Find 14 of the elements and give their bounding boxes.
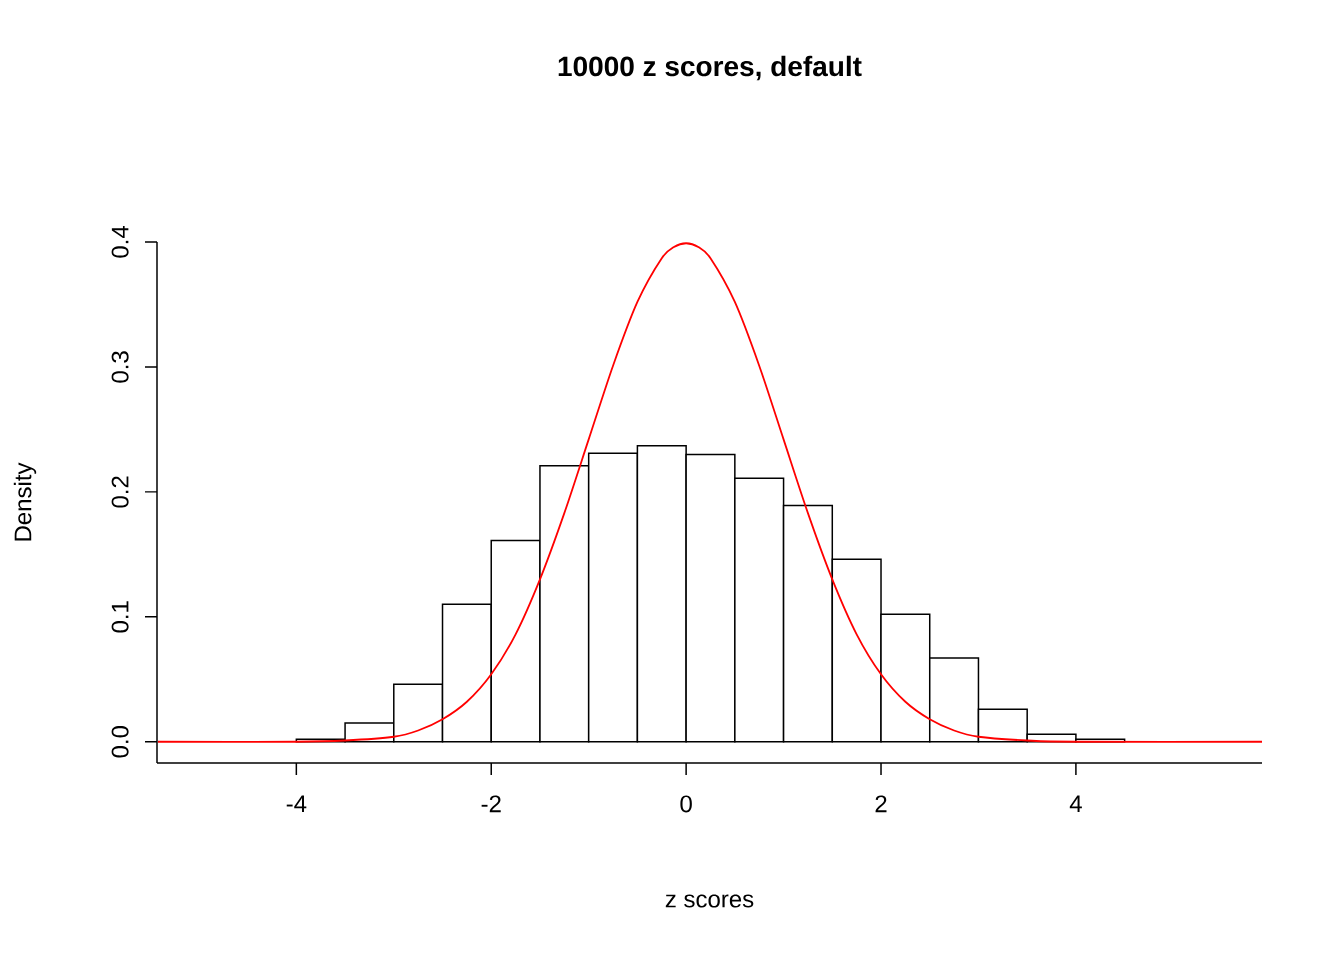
y-tick-label: 0.0 [111,726,129,758]
y-tick-label: 0.1 [111,601,129,633]
x-tick-label: 0 [680,795,692,813]
x-tick-label: 2 [875,795,887,813]
line-series [157,242,1263,743]
y-tick-label: 0.2 [111,476,129,508]
x-tick-label: -2 [481,795,501,813]
chart-title: 10000 z scores, default [558,55,862,81]
y-tick-label: 0.4 [111,226,129,258]
x-tick-label: -4 [286,795,307,812]
x-tick-label: 4 [1069,795,1082,812]
y-axis-title: Density [13,462,37,541]
y-tick-label: 0.3 [111,351,129,383]
x-axis-title: z scores [665,894,754,908]
